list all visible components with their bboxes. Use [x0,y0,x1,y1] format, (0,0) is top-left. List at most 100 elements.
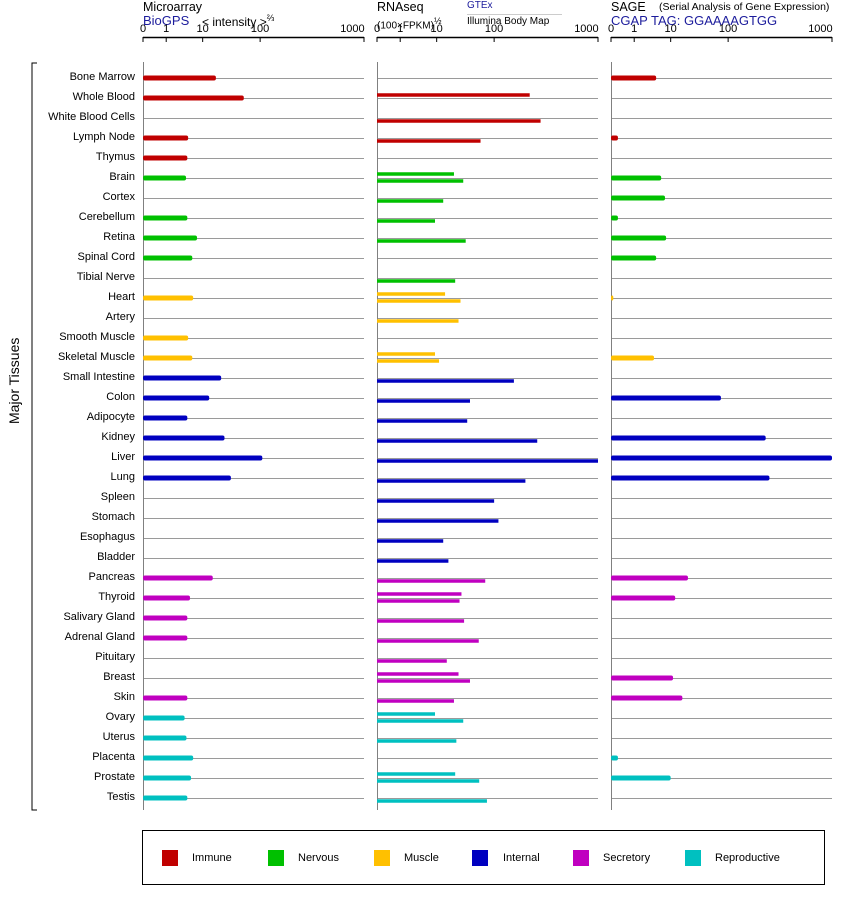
bar [377,499,495,503]
microarray-unit-exp: ⅔ [266,13,275,23]
x-tick-label: 10 [430,23,443,35]
bar [377,399,470,403]
tissue-label: Esophagus [79,531,135,543]
bar [377,699,454,703]
legend-swatch-muscle [374,850,390,866]
gtex-label: GTEx [467,0,493,11]
x-tick-label: 1 [397,23,404,35]
tissue-label: Lung [110,471,135,483]
bar [611,235,667,241]
tissue-label: Salivary Gland [63,611,135,623]
rnaseq-unit: (100×FPKM)½ [377,16,441,31]
tissue-label: Pituitary [95,651,135,663]
bar [377,93,530,97]
tissue-label: Smooth Muscle [59,331,135,343]
x-tick-label: 0 [608,23,615,35]
bar [143,695,188,701]
tissue-label: White Blood Cells [48,111,135,123]
x-tick-label: 10 [664,23,677,35]
x-tick-label: 0 [140,23,147,35]
rnaseq-unit-label: (100×FPKM) [377,20,434,32]
x-tick-label: 100 [250,23,270,35]
bar [377,479,526,483]
microarray-unit: < intensity >⅔ [202,13,274,29]
legend-swatch-secretory [573,850,589,866]
bar [377,299,461,303]
legend: Immune Nervous Muscle Internal Secretory… [142,830,825,885]
bar [611,195,666,201]
bar [377,292,446,296]
tissue-label: Adrenal Gland [64,631,135,643]
bar [611,695,683,701]
bar [377,319,459,323]
x-tick-label: 1000 [340,23,365,35]
legend-label-secretory: Secretory [603,852,651,864]
bar [611,455,832,461]
legend-swatch-reproductive [685,850,701,866]
tissue-label: Bone Marrow [69,71,135,83]
bar [377,352,436,356]
tissue-label: Pancreas [88,571,135,583]
tissue-label: Breast [103,671,135,683]
tissue-label: Thyroid [98,591,135,603]
legend-label-nervous: Nervous [298,852,339,864]
tissue-label: Uterus [102,731,135,743]
bar [377,539,444,543]
legend-label-immune: Immune [192,852,232,864]
bar [377,199,444,203]
bar [611,675,674,681]
bar [611,135,618,141]
bar [611,175,662,181]
y-bracket [31,62,37,811]
tissue-label: Tibial Nerve [76,271,135,283]
tissue-label: Retina [103,231,135,243]
bar [377,439,538,443]
bar [143,255,193,261]
bar [143,215,188,221]
tissue-label: Brain [109,171,135,183]
bar [611,575,688,581]
legend-swatch-immune [162,850,178,866]
x-tick-label: 1000 [574,23,599,35]
bar [377,679,470,683]
source-divider [467,14,562,15]
tissue-label: Skeletal Muscle [57,351,135,363]
tissue-label: Placenta [92,751,135,763]
bar [143,635,188,641]
bar [377,639,479,643]
bar [611,255,657,261]
legend-swatch-nervous [268,850,284,866]
tissue-label: Spleen [100,491,135,503]
bar [377,599,460,603]
tissue-label: Ovary [105,711,135,723]
bar [377,139,481,143]
tissue-label: Spinal Cord [77,251,135,263]
microarray-title: Microarray [143,0,203,14]
tissue-label: Thymus [95,151,135,163]
bar [377,779,480,783]
sage-tag: CGAP TAG: GGAAAAGTGG [611,13,778,28]
bar [377,172,454,176]
tissue-label: Kidney [101,431,135,443]
bar [611,595,676,601]
tissue-label: Liver [111,451,135,463]
bar [143,435,225,441]
bar [143,775,192,781]
bar [143,335,189,341]
x-tick-label: 0 [374,23,381,35]
rnaseq-title: RNAseq [377,0,424,14]
bar [611,395,721,401]
bar [377,659,447,663]
bar [143,75,216,81]
bar [611,75,657,81]
bar [377,672,459,676]
bar [611,435,766,441]
tissue-label: Adipocyte [86,411,135,423]
bar [143,355,193,361]
bar [143,95,244,101]
bar [143,295,194,301]
legend-label-internal: Internal [503,852,540,864]
bar [143,595,191,601]
rnaseq-unit-exp: ½ [433,16,442,26]
